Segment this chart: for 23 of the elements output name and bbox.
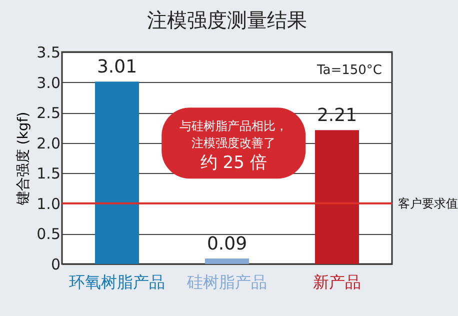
- x-tick-label: 硅树脂产品: [186, 272, 267, 292]
- annotation: 约 25 倍: [200, 153, 267, 174]
- y-axis-title: 键合强度 (kgf): [16, 112, 32, 206]
- x-tick-label: 新产品: [313, 272, 361, 292]
- y-tick-label: 0: [50, 256, 60, 274]
- data-label: 3.01: [96, 56, 138, 78]
- annotation: Ta=150°C: [316, 63, 382, 78]
- y-tick-label: 2.0: [36, 134, 60, 152]
- y-tick-label: 3.5: [36, 44, 60, 62]
- y-tick-label: 0.5: [36, 225, 60, 244]
- y-tick-label: 1.0: [36, 194, 60, 213]
- bar: [205, 258, 249, 264]
- bar: [95, 82, 139, 264]
- y-tick-label: 1.5: [36, 164, 60, 183]
- bar: [315, 130, 359, 264]
- annotation: 与硅树脂产品相比，: [180, 119, 288, 134]
- x-tick-label: 环氧树脂产品: [69, 272, 165, 292]
- ref-line-label: 客户要求值: [398, 196, 458, 210]
- y-tick-label: 3.0: [36, 74, 60, 92]
- data-label: 0.09: [206, 234, 248, 255]
- chart-title: 注模强度测量结果: [147, 8, 307, 32]
- y-tick-label: 2.5: [36, 104, 60, 122]
- annotation: 注模强度改善了: [192, 136, 276, 150]
